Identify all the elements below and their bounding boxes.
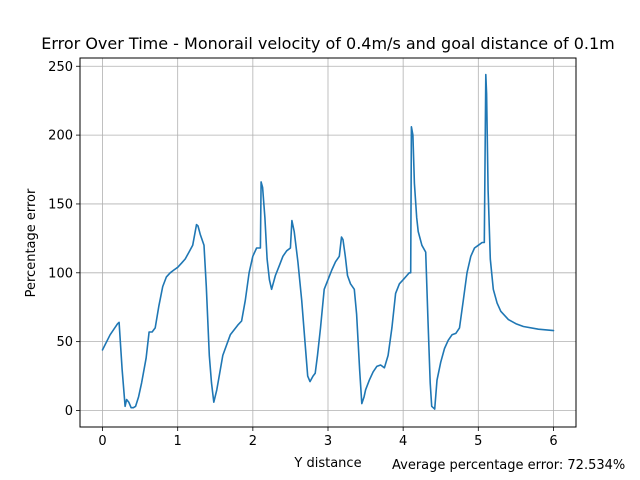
x-tick-label: 2 bbox=[249, 434, 257, 449]
x-tick-label: 4 bbox=[399, 434, 407, 449]
x-tick-label: 0 bbox=[98, 434, 106, 449]
y-tick-label: 150 bbox=[48, 197, 73, 212]
x-tick-label: 1 bbox=[174, 434, 182, 449]
y-tick-label: 50 bbox=[56, 335, 73, 350]
chart-title: Error Over Time - Monorail velocity of 0… bbox=[41, 34, 615, 53]
error-line bbox=[101, 73, 555, 410]
x-axis-label: Y distance bbox=[293, 456, 361, 471]
series-layer bbox=[101, 73, 555, 410]
x-tick-label: 5 bbox=[474, 434, 482, 449]
y-tick-label: 250 bbox=[48, 60, 73, 75]
y-tick-label: 0 bbox=[65, 404, 73, 419]
x-tick-label: 3 bbox=[324, 434, 332, 449]
x-axis-ticks: 0 1 2 3 4 5 6 bbox=[98, 427, 558, 449]
y-axis-ticks: 0 50 100 150 200 250 bbox=[48, 60, 80, 419]
x-tick-label: 6 bbox=[549, 434, 557, 449]
y-axis-label: Percentage error bbox=[24, 188, 39, 297]
average-error-annotation: Average percentage error: 72.534% bbox=[392, 458, 625, 473]
grid bbox=[80, 58, 576, 427]
y-tick-label: 100 bbox=[48, 266, 73, 281]
y-tick-label: 200 bbox=[48, 129, 73, 144]
